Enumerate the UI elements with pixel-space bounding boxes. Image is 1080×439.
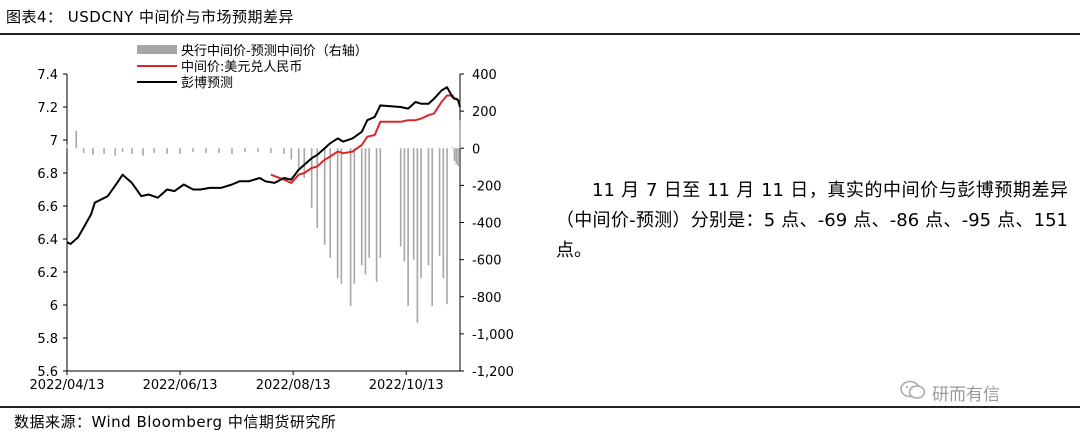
- bar-mark: [153, 148, 155, 153]
- bar-mark: [283, 148, 285, 154]
- bar-mark: [316, 148, 319, 229]
- figure-title: 图表4： USDCNY 中间价与市场预期差异: [6, 8, 294, 26]
- bar-mark: [353, 148, 356, 284]
- bar-mark: [368, 148, 370, 258]
- bar-mark: [297, 148, 300, 171]
- series-line-2: [66, 86, 461, 245]
- source-note: 数据来源：Wind Bloomberg 中信期货研究所: [14, 413, 337, 431]
- watermark: 研而有信: [900, 380, 1000, 405]
- legend-label-0: 央行中间价-预测中间价（右轴）: [181, 44, 368, 59]
- bar-mark: [114, 148, 116, 156]
- x-tick-label: 2022/08/13: [256, 378, 331, 393]
- bar-mark: [142, 148, 144, 156]
- y-tick-label: 6.8: [37, 167, 58, 182]
- usdcny-chart: 5.6 5.8 6 6.2 6.4 6.6 6.8 7 7.2 7.4 -1,200 -1,000 -8…: [30, 44, 514, 393]
- bar-mark: [407, 148, 409, 307]
- bar-mark: [323, 148, 326, 245]
- bar-mark: [420, 148, 422, 279]
- x-tick-label: 2022/06/13: [143, 378, 218, 393]
- bar-mark: [431, 148, 433, 307]
- bar-mark: [442, 148, 445, 279]
- bar-mark: [412, 148, 415, 260]
- y-tick-label: 7: [50, 134, 58, 149]
- y2-tick-label: -600: [472, 254, 502, 269]
- bar-mark: [166, 148, 168, 154]
- bar-mark: [244, 148, 246, 152]
- y-tick-label: 6.4: [37, 233, 58, 248]
- bar-mark: [446, 148, 448, 305]
- bar-mark: [455, 148, 458, 165]
- bar-mark: [131, 148, 133, 154]
- bar-mark: [451, 147, 454, 149]
- commentary-text: 11 月 7 日至 11 月 11 日，真实的中间价与彭博预期差异（中间价-预测…: [556, 180, 1068, 261]
- bar-mark: [340, 148, 343, 284]
- bar-mark: [438, 148, 441, 256]
- bar-mark: [364, 148, 367, 275]
- bar-mark: [82, 148, 85, 153]
- y2-tick-label: -800: [472, 291, 502, 306]
- y2-tick-label: -200: [472, 179, 502, 194]
- bar-mark: [179, 148, 181, 154]
- bar-mark: [218, 148, 220, 153]
- y-tick-label: 6.2: [37, 266, 58, 281]
- y2-tick-label: 200: [472, 105, 497, 120]
- bar-mark: [403, 148, 406, 262]
- y-tick-label: 7.2: [37, 101, 58, 116]
- bar-mark: [379, 148, 382, 258]
- bar-mark: [457, 148, 459, 166]
- bar-mark: [257, 148, 259, 152]
- wechat-icon: [900, 380, 926, 405]
- y2-tick-label: -1,000: [472, 328, 514, 343]
- bar-mark: [290, 148, 293, 160]
- bar-mark: [375, 148, 378, 282]
- bar-mark: [360, 148, 363, 266]
- y-tick-label: 5.8: [37, 332, 58, 347]
- y2-tick-label: -1,200: [472, 365, 514, 380]
- watermark-text: 研而有信: [932, 385, 1000, 405]
- bar-mark: [349, 148, 352, 307]
- bar-mark: [270, 148, 272, 153]
- bar-mark: [329, 148, 332, 258]
- y2-tick-label: 400: [472, 68, 497, 83]
- x-tick-label: 2022/04/13: [30, 378, 105, 393]
- legend-swatch-0: [137, 45, 177, 54]
- bar-mark: [103, 148, 105, 154]
- legend-label-1: 中间价:美元兑人民币: [181, 60, 302, 75]
- y-tick-label: 5.6: [37, 365, 58, 380]
- bar-mark: [75, 130, 78, 149]
- bar-mark: [192, 148, 194, 152]
- legend-label-2: 彭博预测: [181, 76, 233, 91]
- bar-mark: [459, 120, 461, 149]
- bar-mark: [427, 148, 430, 266]
- bar-mark: [453, 148, 456, 162]
- bar-mark: [66, 144, 68, 149]
- y-tick-label: 7.4: [37, 68, 58, 83]
- bottom-rule: [0, 406, 1080, 408]
- top-rule: [0, 33, 1080, 35]
- bar-mark: [231, 148, 233, 154]
- y2-tick-label: -400: [472, 217, 502, 232]
- bar-mark: [303, 148, 306, 178]
- series-line-1: [270, 94, 461, 184]
- y-tick-label: 6: [50, 299, 58, 314]
- y2-tick-label: 0: [472, 142, 480, 157]
- bar-mark: [399, 148, 402, 247]
- x-tick-label: 2022/10/13: [369, 378, 444, 393]
- bar-mark: [336, 148, 339, 279]
- bar-mark: [416, 148, 419, 323]
- bar-mark: [121, 148, 124, 152]
- y-tick-label: 6.6: [37, 200, 58, 215]
- bar-mark: [92, 148, 94, 155]
- bar-mark: [310, 148, 313, 208]
- bar-mark: [205, 148, 207, 153]
